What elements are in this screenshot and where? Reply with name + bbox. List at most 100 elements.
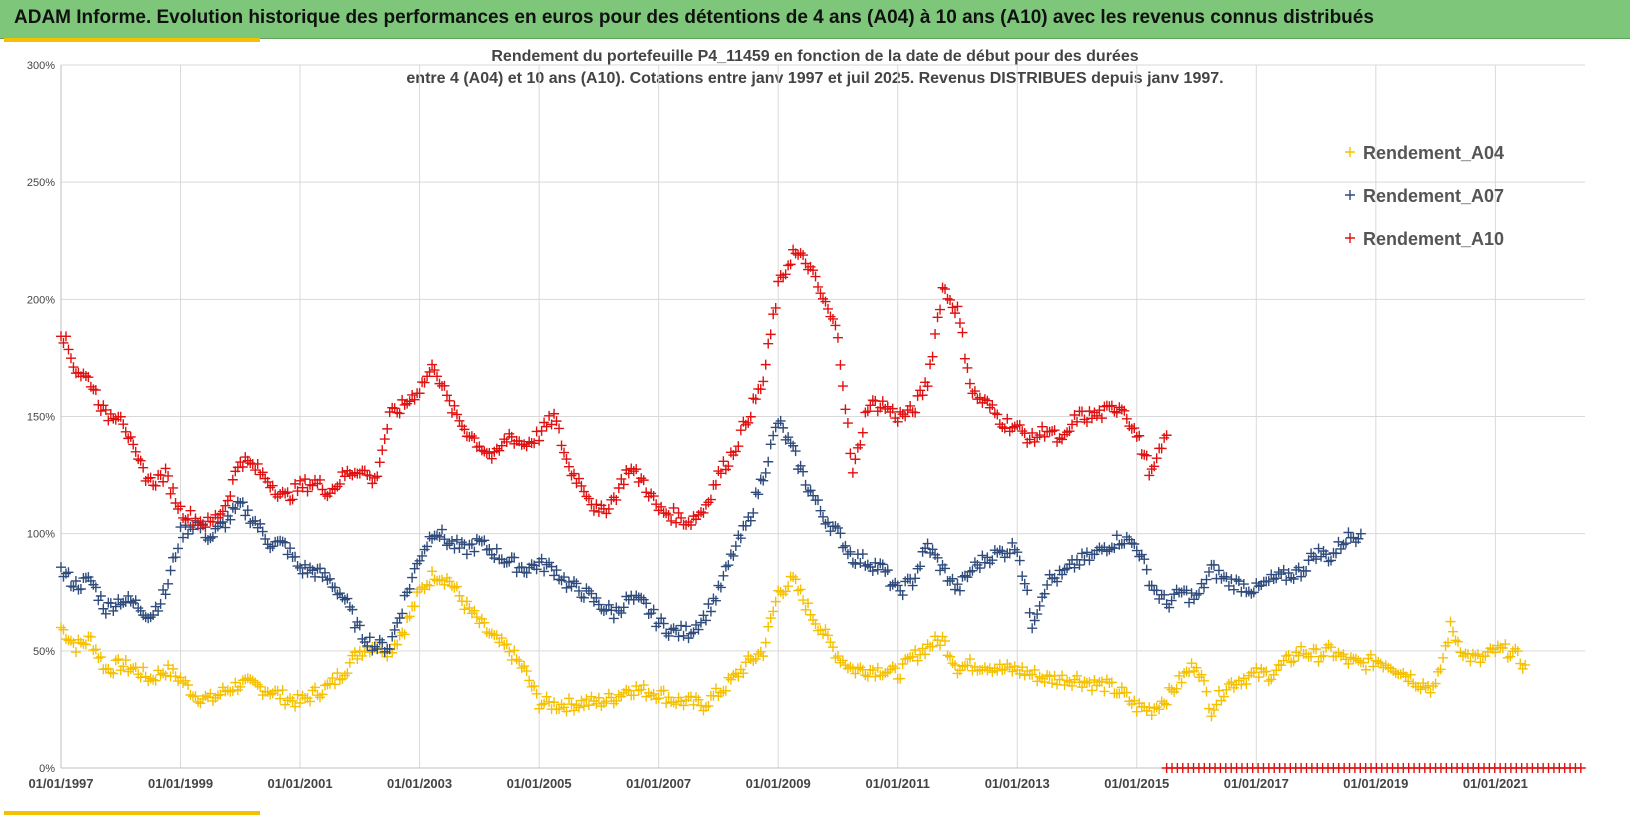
data-point-rendement-a10 xyxy=(900,411,911,422)
data-point-rendement-a07 xyxy=(1316,551,1327,562)
data-point-rendement-a04 xyxy=(1288,656,1299,667)
data-point-rendement-a04 xyxy=(242,673,253,684)
data-point-rendement-a07 xyxy=(1343,527,1354,538)
data-point-rendement-a10 xyxy=(63,344,74,355)
data-point-rendement-a07 xyxy=(1136,549,1147,560)
data-point-rendement-a10 xyxy=(855,439,866,450)
data-point-rendement-a04 xyxy=(678,700,689,711)
data-point-rendement-a07 xyxy=(110,601,121,612)
data-point-rendement-a10 xyxy=(163,470,174,481)
data-point-rendement-a04 xyxy=(1233,675,1244,686)
data-point-rendement-a10 xyxy=(862,406,873,417)
data-point-rendement-a07 xyxy=(857,549,868,560)
data-point-rendement-a07 xyxy=(920,543,931,554)
data-point-rendement-a10 xyxy=(83,372,94,383)
data-point-rendement-a07 xyxy=(118,597,129,608)
data-point-rendement-a07 xyxy=(1151,585,1162,596)
data-point-rendement-a04 xyxy=(1266,674,1277,685)
data-point-rendement-a04 xyxy=(404,611,415,622)
data-point-rendement-a04 xyxy=(1450,635,1461,646)
data-point-rendement-a10 xyxy=(1039,431,1050,442)
data-point-rendement-a10 xyxy=(813,281,824,292)
data-point-rendement-a04 xyxy=(1278,655,1289,666)
data-point-rendement-a07 xyxy=(1199,582,1209,593)
data-point-rendement-a07 xyxy=(952,579,963,590)
data-point-rendement-a10 xyxy=(225,491,236,502)
data-point-rendement-a04 xyxy=(334,674,345,685)
data-point-rendement-a10 xyxy=(252,458,263,469)
data-point-rendement-a07 xyxy=(785,438,796,449)
data-point-rendement-a10 xyxy=(337,467,348,478)
data-point-rendement-a07 xyxy=(1159,589,1170,600)
data-point-rendement-a10 xyxy=(143,473,154,484)
data-point-rendement-a07 xyxy=(1054,565,1065,576)
data-point-rendement-a07 xyxy=(1348,532,1359,543)
data-point-rendement-a07 xyxy=(897,590,908,601)
data-point-rendement-a10 xyxy=(735,425,746,436)
data-point-rendement-a07 xyxy=(1194,588,1205,599)
data-point-rendement-a10 xyxy=(165,488,176,499)
data-point-rendement-a10 xyxy=(795,248,806,259)
data-point-rendement-a10 xyxy=(130,446,141,457)
data-point-rendement-a10 xyxy=(444,395,455,406)
report-banner: ADAM Informe. Evolution historique des p… xyxy=(0,0,1630,39)
data-point-rendement-a07 xyxy=(369,641,380,652)
data-point-rendement-a07 xyxy=(324,573,335,584)
data-point-rendement-a10 xyxy=(120,426,131,437)
data-point-rendement-a10 xyxy=(723,461,734,472)
data-point-rendement-a04 xyxy=(818,629,828,640)
data-point-rendement-a04 xyxy=(770,596,781,607)
data-point-rendement-a07 xyxy=(115,599,126,610)
data-point-rendement-a10 xyxy=(945,294,955,305)
data-point-rendement-a04 xyxy=(845,661,856,672)
data-point-rendement-a10 xyxy=(832,332,843,343)
data-point-rendement-a10 xyxy=(80,370,91,381)
data-point-rendement-a04 xyxy=(277,685,288,696)
data-point-rendement-a04 xyxy=(148,674,159,685)
data-point-rendement-a10 xyxy=(775,270,786,281)
data-point-rendement-a07 xyxy=(1311,554,1322,565)
data-point-rendement-a10 xyxy=(317,484,328,495)
data-point-rendement-a04 xyxy=(623,685,634,696)
data-point-rendement-a04 xyxy=(1343,658,1354,669)
data-point-rendement-a07 xyxy=(165,565,176,576)
data-point-rendement-a04 xyxy=(155,669,166,680)
data-point-rendement-a10 xyxy=(449,400,460,411)
data-point-rendement-a04 xyxy=(469,605,480,616)
data-point-rendement-a07 xyxy=(509,552,520,563)
data-point-rendement-a07 xyxy=(765,439,776,450)
data-point-rendement-a07 xyxy=(1213,565,1224,576)
data-point-rendement-a10 xyxy=(103,415,114,426)
data-point-rendement-a04 xyxy=(725,674,736,685)
data-point-rendement-a04 xyxy=(357,650,368,661)
data-point-rendement-a10 xyxy=(441,390,452,401)
data-point-rendement-a04 xyxy=(65,635,76,646)
data-point-rendement-a04 xyxy=(1316,651,1327,662)
legend-label: Rendement_A04 xyxy=(1363,143,1504,163)
data-point-rendement-a10 xyxy=(544,410,555,421)
data-point-rendement-a10 xyxy=(618,479,629,490)
data-point-rendement-a10 xyxy=(422,371,433,382)
data-point-rendement-a07 xyxy=(257,526,268,537)
data-point-rendement-a07 xyxy=(945,576,955,587)
data-point-rendement-a04 xyxy=(250,677,261,688)
data-point-rendement-a10 xyxy=(454,415,465,426)
data-point-rendement-a10 xyxy=(725,447,736,458)
data-point-rendement-a07 xyxy=(292,561,303,572)
data-point-rendement-a04 xyxy=(852,663,863,674)
data-point-rendement-a04 xyxy=(628,690,639,701)
data-point-rendement-a04 xyxy=(499,640,510,651)
data-point-rendement-a04 xyxy=(1251,662,1262,673)
data-point-rendement-a07 xyxy=(867,566,878,577)
data-point-rendement-a10 xyxy=(892,416,903,427)
data-point-rendement-a10 xyxy=(561,454,572,465)
data-point-rendement-a07 xyxy=(337,592,348,603)
data-point-rendement-a07 xyxy=(1141,564,1152,575)
data-point-rendement-a04 xyxy=(1365,649,1376,660)
data-point-rendement-a07 xyxy=(686,628,697,639)
data-point-rendement-a04 xyxy=(982,665,993,676)
data-point-rendement-a10 xyxy=(957,327,968,338)
data-point-rendement-a10 xyxy=(58,337,69,348)
data-point-rendement-a07 xyxy=(882,565,893,576)
